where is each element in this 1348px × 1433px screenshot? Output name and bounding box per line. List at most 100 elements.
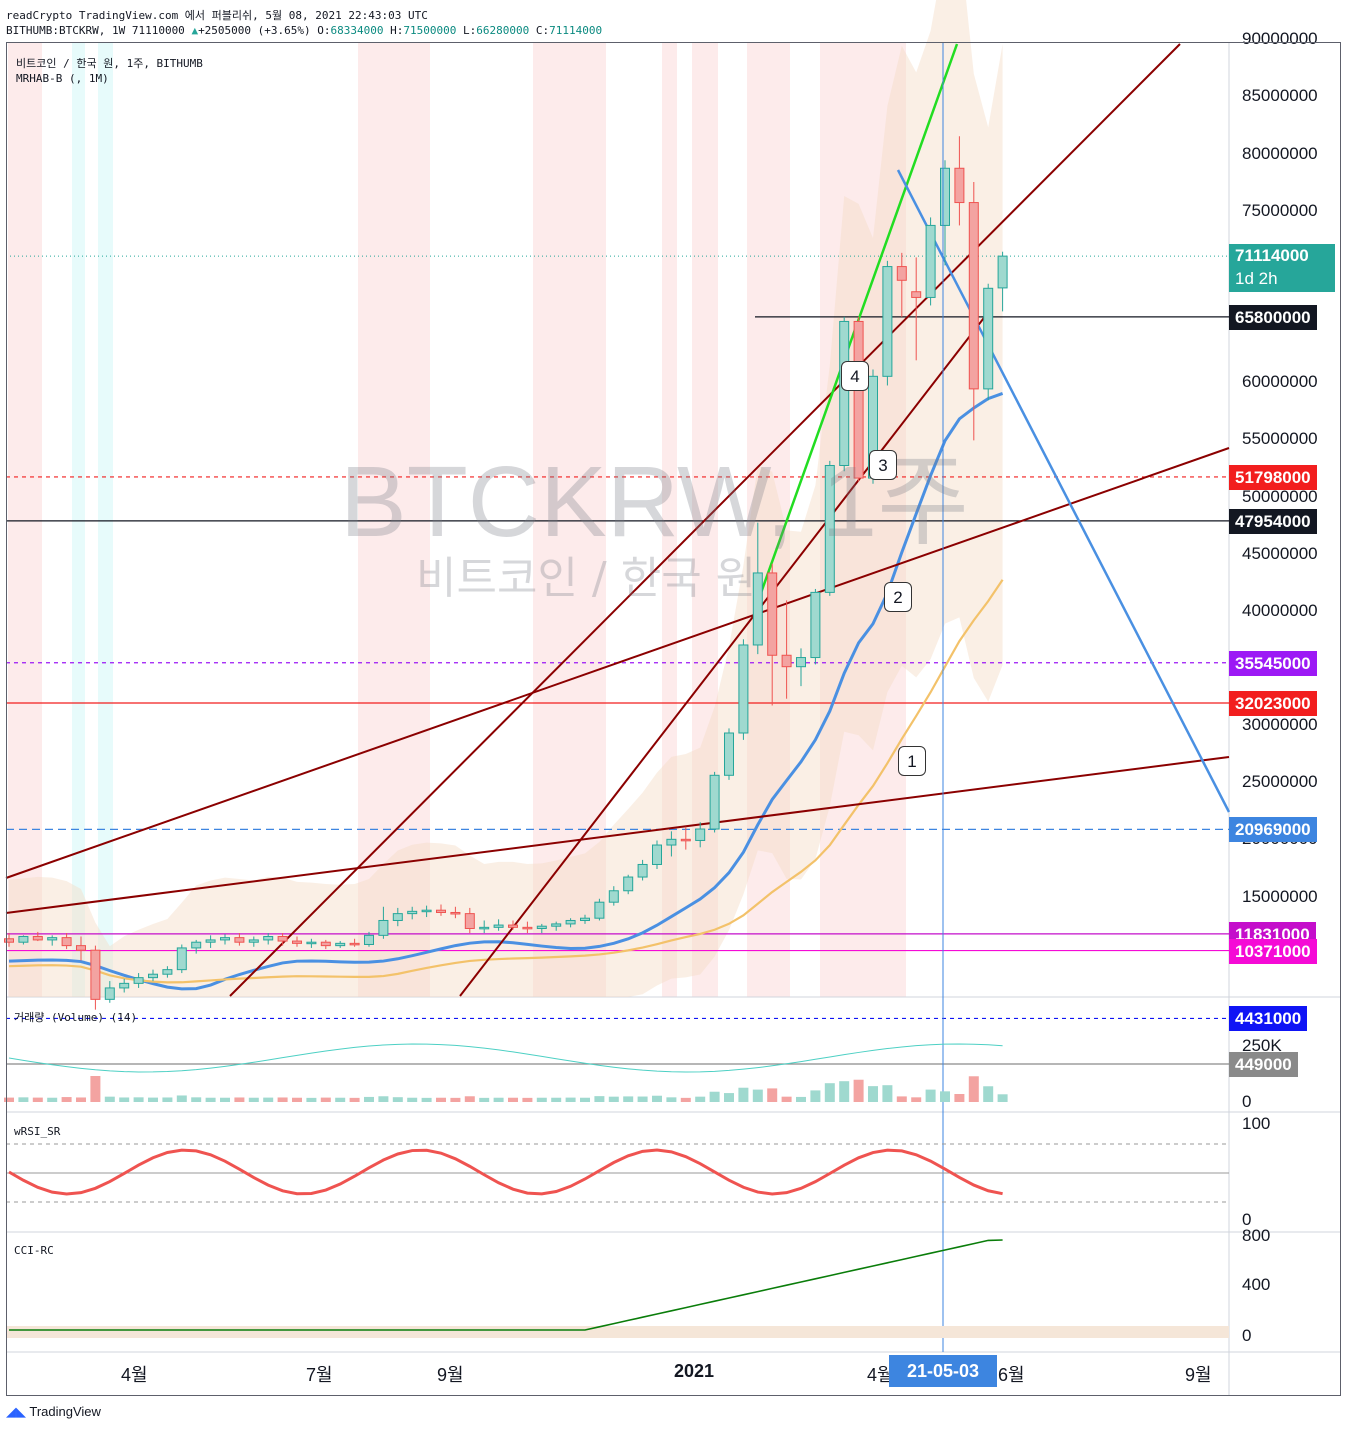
tradingview-icon: ◢◣ xyxy=(6,1404,26,1419)
price-axis-label: 85000000 xyxy=(1242,86,1318,106)
price-tag[interactable]: 20969000 xyxy=(1229,817,1317,843)
volume-bar xyxy=(637,1096,648,1102)
candle-body xyxy=(335,942,346,947)
volume-bar xyxy=(868,1086,878,1102)
change-value: +2505000 (+3.65%) xyxy=(198,24,311,37)
x-axis-label: 7월 xyxy=(306,1365,333,1385)
candle-body xyxy=(392,913,403,921)
rsi-legend[interactable]: wRSI_SR xyxy=(14,1125,61,1138)
volume-bar xyxy=(522,1097,533,1102)
candle-body xyxy=(767,572,778,656)
candle-body xyxy=(724,732,734,776)
high-value: 71500000 xyxy=(403,24,457,37)
price-tag[interactable]: 71114000 1d 2h xyxy=(1229,244,1335,293)
volume-bar xyxy=(940,1091,950,1102)
trend-line-blue xyxy=(896,169,1231,813)
candle-body xyxy=(997,255,1008,289)
volume-bar xyxy=(133,1097,144,1102)
candle-body xyxy=(680,838,691,842)
volume-bar xyxy=(680,1097,691,1102)
callout-4[interactable]: 4 xyxy=(841,361,869,391)
chart-title-legend[interactable]: 비트코인 / 한국 원, 1주, BITHUMB xyxy=(16,57,203,70)
candle-body xyxy=(709,774,720,830)
highlight-band xyxy=(662,43,677,997)
volume-bar xyxy=(796,1096,806,1102)
price-tag[interactable]: 47954000 xyxy=(1229,508,1317,534)
candle-body xyxy=(47,937,58,941)
callout-3[interactable]: 3 xyxy=(869,450,897,480)
volume-bar xyxy=(954,1094,965,1102)
volume-bar xyxy=(824,1083,835,1102)
candle-body xyxy=(853,320,864,479)
candle-body xyxy=(536,925,547,929)
volume-bar xyxy=(652,1095,662,1102)
volume-bar xyxy=(191,1097,202,1102)
volume-bar xyxy=(378,1096,389,1102)
volume-bar xyxy=(968,1076,979,1102)
publish-info: readCrypto TradingView.com 에서 퍼블리쉬, 5월 0… xyxy=(6,9,428,22)
candle-body xyxy=(450,911,461,915)
price-tag-label: 20969000 xyxy=(1235,820,1311,840)
volume-bar xyxy=(436,1097,446,1102)
volume-bar xyxy=(220,1097,230,1102)
candle-body xyxy=(637,863,648,878)
price-tag[interactable]: 4431000 xyxy=(1229,1006,1308,1032)
price-tag-label: 71114000 xyxy=(1235,246,1309,266)
candle-body xyxy=(652,844,662,865)
price-tag[interactable]: 51798000 xyxy=(1229,464,1317,490)
volume-bar xyxy=(119,1097,130,1102)
candle-body xyxy=(752,572,763,646)
indicator-legend[interactable]: MRHAB-B (, 1M) xyxy=(16,72,109,85)
volume-bar xyxy=(205,1097,216,1102)
price-tag[interactable]: 32023000 xyxy=(1229,691,1317,716)
cci-legend[interactable]: CCI-RC xyxy=(14,1244,54,1257)
price-axis-label: 50000000 xyxy=(1242,486,1318,506)
candle-body xyxy=(594,901,605,919)
candle-body xyxy=(738,644,749,734)
volume-bar xyxy=(176,1095,187,1102)
trend-line-2 xyxy=(5,447,1230,879)
chart-frame xyxy=(6,42,1341,1396)
price-tag[interactable]: 65800000 xyxy=(1229,304,1317,330)
volume-bar xyxy=(320,1097,331,1102)
candle-body xyxy=(911,291,922,298)
cci-zone xyxy=(6,1326,1229,1338)
candle-body xyxy=(436,909,446,913)
volume-bar xyxy=(47,1097,58,1102)
volume-bar xyxy=(752,1089,763,1102)
price-tag-label: 4431000 xyxy=(1235,1009,1302,1029)
volume-bar xyxy=(18,1097,29,1102)
tradingview-logo[interactable]: ◢◣ TradingView xyxy=(6,1404,101,1420)
candle-body xyxy=(349,942,360,946)
watermark-name: 비트코인 / 한국 원 xyxy=(416,553,757,604)
candle-body xyxy=(781,654,792,668)
callout-2[interactable]: 2 xyxy=(884,582,912,612)
volume-bar xyxy=(983,1086,994,1102)
candle-body xyxy=(18,935,29,943)
candle-body xyxy=(162,969,173,975)
current-date-marker[interactable]: 21-05-03 xyxy=(889,1355,997,1387)
price-tag[interactable]: 35545000 xyxy=(1229,650,1317,676)
trend-line-1 xyxy=(5,756,1230,914)
candle-body xyxy=(248,939,259,943)
price-tag[interactable]: 10371000 xyxy=(1229,938,1317,964)
x-axis-label: 6월 xyxy=(998,1365,1025,1385)
volume-bar xyxy=(90,1076,101,1102)
volume-bar xyxy=(306,1097,317,1102)
candle-body xyxy=(896,266,907,281)
candle-body xyxy=(565,919,576,925)
candle-body xyxy=(133,977,144,984)
price-tag[interactable]: 449000 xyxy=(1229,1051,1298,1077)
volume-bar xyxy=(479,1097,490,1102)
change-up-icon: ▲ xyxy=(191,24,199,37)
volume-bar xyxy=(104,1096,115,1102)
volume-legend[interactable]: 거래량 (Volume) (14) xyxy=(14,1011,138,1024)
volume-bar xyxy=(695,1096,706,1102)
x-axis-year-label: 2021 xyxy=(674,1361,715,1381)
callout-1[interactable]: 1 xyxy=(898,746,926,776)
price-axis-label: 55000000 xyxy=(1242,429,1318,449)
candle-body xyxy=(176,947,187,971)
volume-bar xyxy=(724,1093,734,1102)
volume-bar xyxy=(882,1085,893,1102)
